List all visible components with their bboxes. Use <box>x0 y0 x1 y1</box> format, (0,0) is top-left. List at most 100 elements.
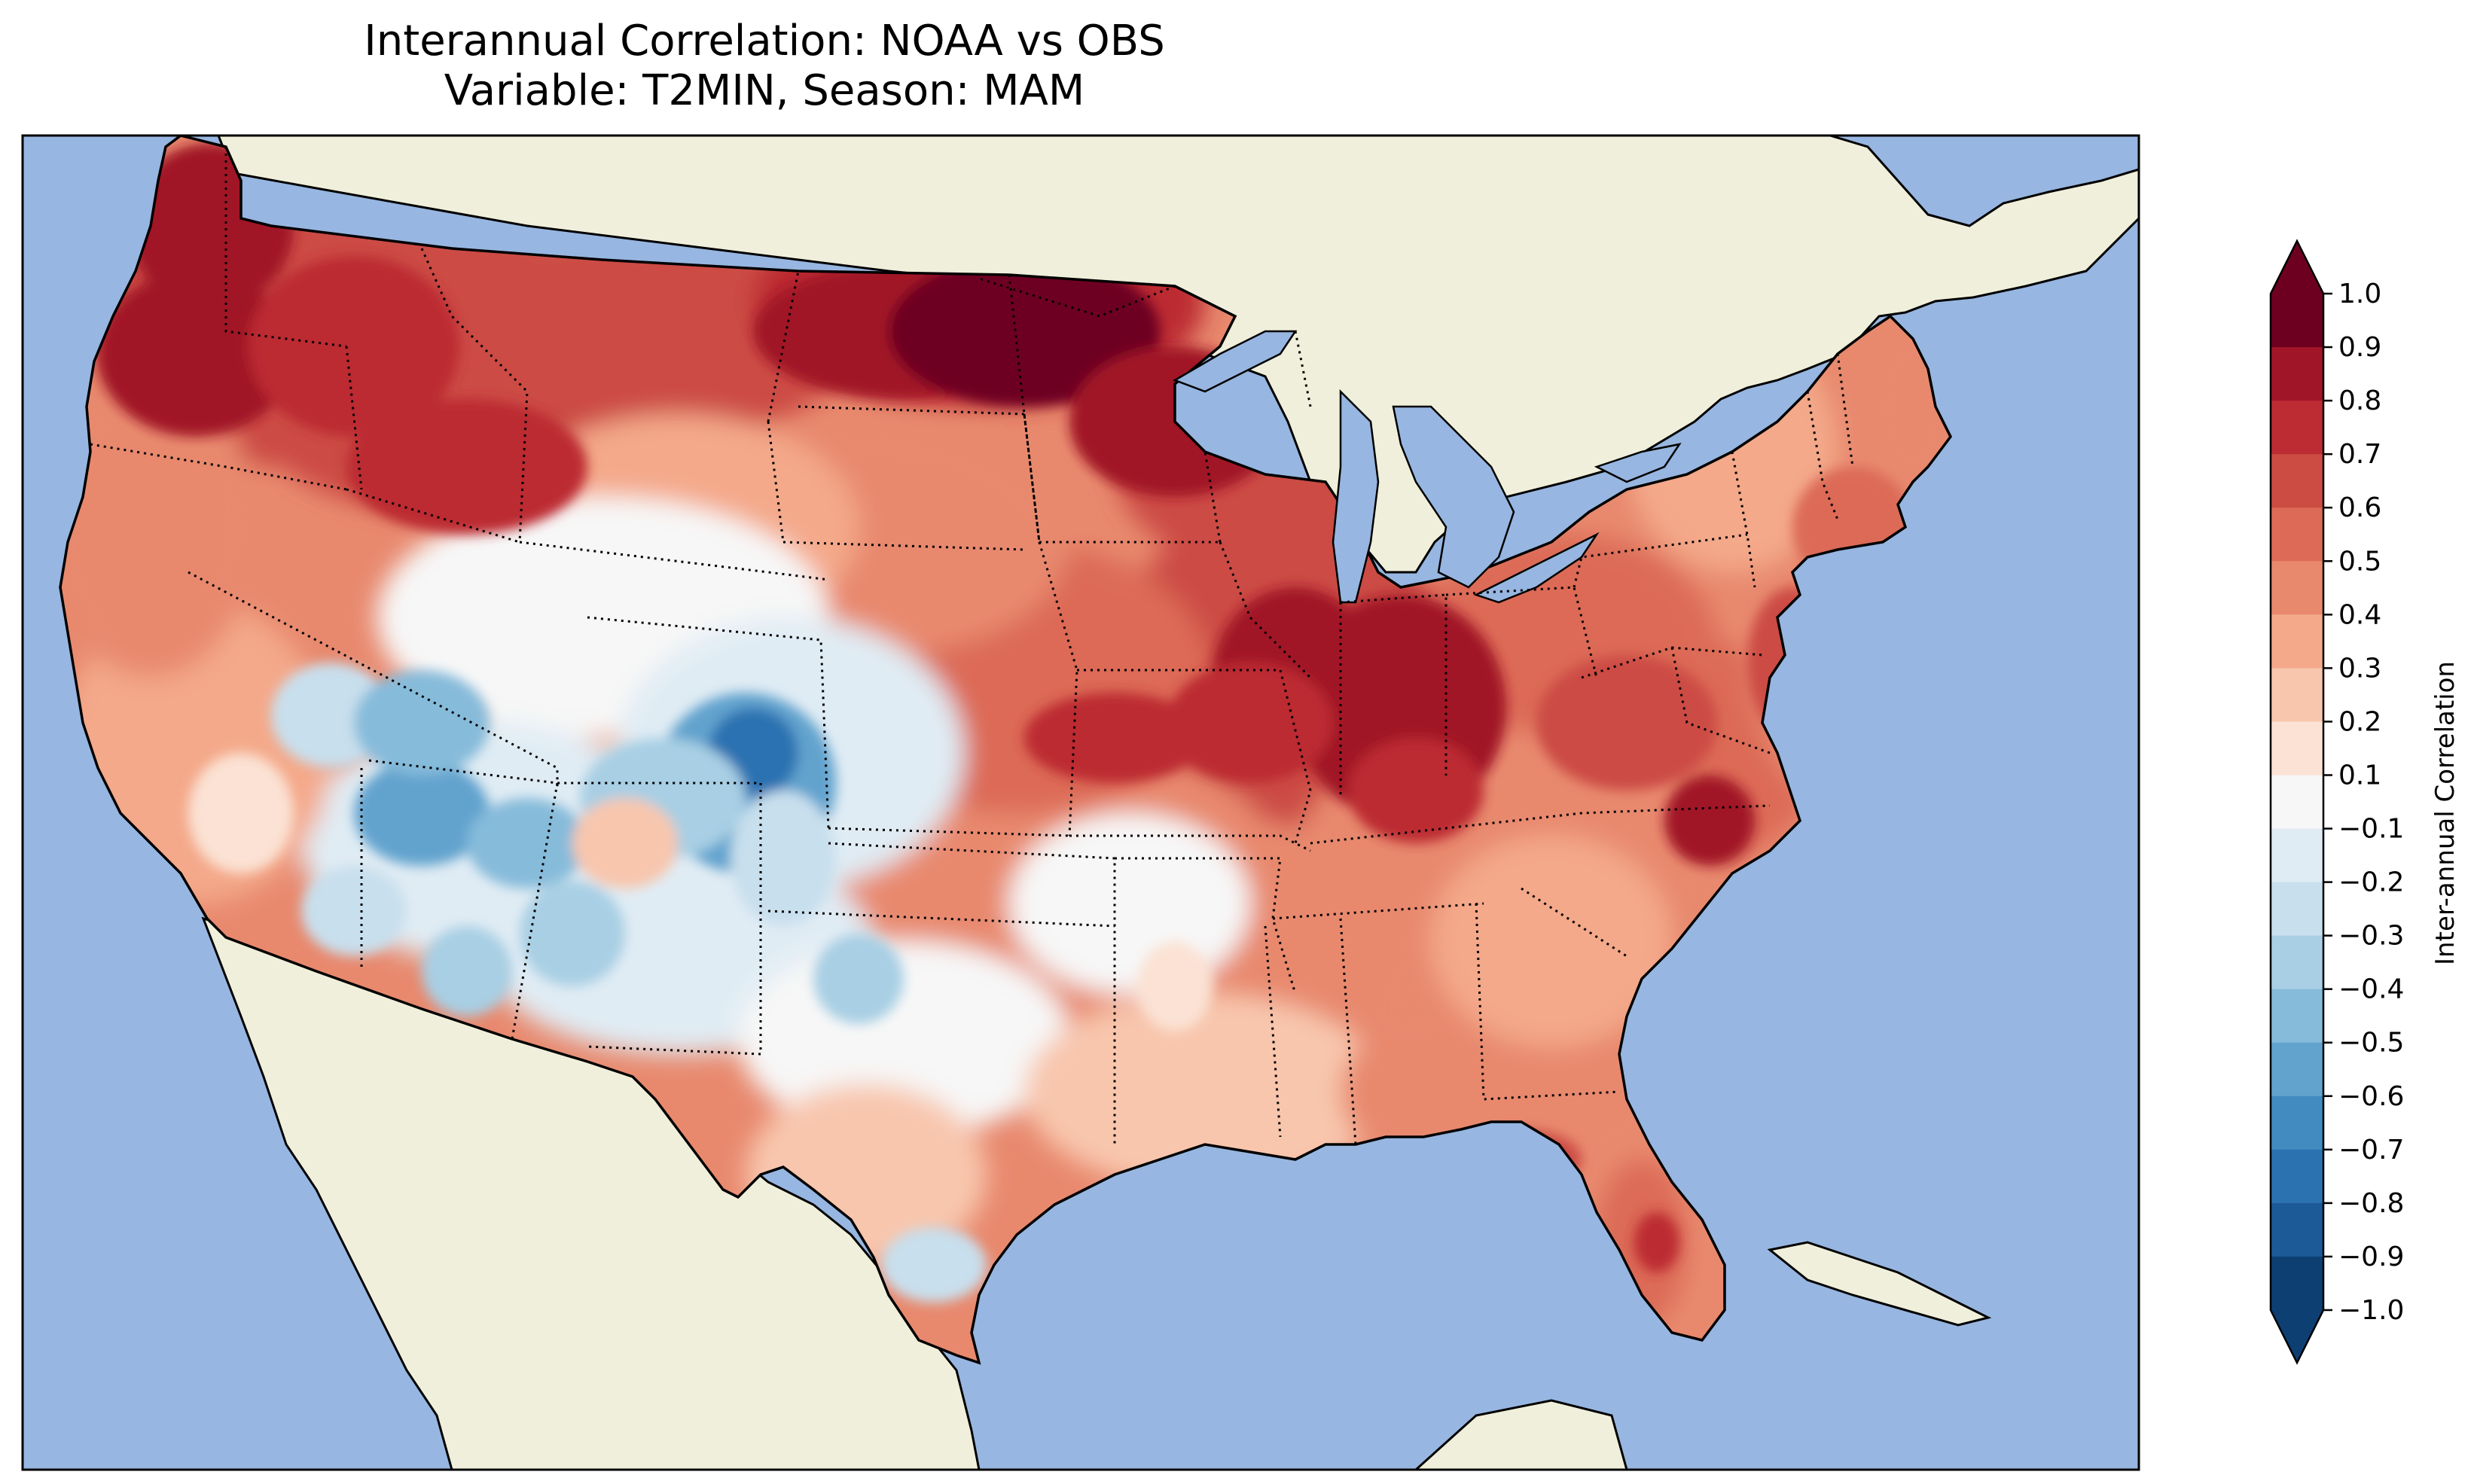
lake <box>1392 405 1515 589</box>
colorbar-cell <box>2271 347 2323 401</box>
colorbar-cell <box>2271 828 2323 883</box>
correlation-patch <box>889 256 1160 407</box>
correlation-patch <box>1536 655 1717 791</box>
state-border <box>1670 647 1771 754</box>
colorbar-cell <box>2271 1202 2323 1257</box>
state-border <box>1115 857 1297 995</box>
map-frame <box>21 134 2140 1471</box>
correlation-patch <box>1137 941 1213 1031</box>
colorbar-cell <box>2271 989 2323 1044</box>
yucatan-land <box>1414 1399 1628 1470</box>
correlation-patch <box>354 760 490 866</box>
correlation-patch <box>1634 1212 1679 1272</box>
state-border <box>1445 586 1598 678</box>
colorbar-upper-extension <box>2271 241 2323 294</box>
state-border <box>587 783 762 1056</box>
state-border <box>1069 834 1311 852</box>
state-border <box>1272 902 1484 920</box>
state-border <box>1521 887 1627 958</box>
correlation-patch <box>354 670 490 776</box>
correlation-patch <box>572 798 678 888</box>
state-border <box>1731 451 1756 588</box>
colorbar-cell <box>2271 721 2323 776</box>
lake <box>1594 443 1682 483</box>
state-borders <box>90 147 1854 1145</box>
correlation-patch <box>422 926 512 1016</box>
correlation-patch <box>301 866 407 956</box>
title-line-2: Variable: T2MIN, Season: MAM <box>444 66 1085 115</box>
state-border <box>1475 903 1620 1101</box>
state-border <box>767 270 800 422</box>
colorbar-cell <box>2271 1042 2323 1097</box>
correlation-patch <box>1024 994 1386 1190</box>
colorbar: 1.0 0.9 0.8 0.7 0.6 0.5 0.4 0.3 0.2 0.1 −0.1 −0.2 −0… <box>2269 239 2460 1365</box>
colorbar-tick-label: −0.3 <box>2338 921 2404 952</box>
colorbar-lower-extension <box>2271 1310 2323 1363</box>
colorbar-cell <box>2271 1256 2323 1311</box>
title-line-1: Interannual Correlation: NOAA vs OBS <box>364 17 1165 66</box>
colorbar-cell <box>2271 935 2323 990</box>
colorbar-cell <box>2271 454 2323 508</box>
cuba-land <box>1767 1241 1992 1327</box>
colorbar-tick-label: 0.4 <box>2338 599 2381 630</box>
correlation-patch <box>1348 738 1484 843</box>
colorbar-cell <box>2271 882 2323 937</box>
lake <box>1473 532 1600 604</box>
colorbar-cell <box>2271 1149 2323 1204</box>
colorbar-cell <box>2271 507 2323 562</box>
great-lakes <box>1173 330 1682 604</box>
colorbar-tick-label: −0.9 <box>2338 1242 2404 1272</box>
colorbar-tick-label: 0.8 <box>2338 385 2381 416</box>
colorbar-tick-label: 0.3 <box>2338 653 2381 684</box>
colorbar-cell <box>2271 401 2323 455</box>
correlation-patch <box>881 1227 987 1303</box>
correlation-patch <box>520 881 625 986</box>
state-border <box>90 443 347 491</box>
correlation-patch <box>249 256 459 437</box>
state-border <box>368 759 761 785</box>
colorbar-tick-label: 0.9 <box>2338 332 2381 363</box>
colorbar-tick-label: 0.2 <box>2338 706 2381 737</box>
state-border <box>1038 541 1078 836</box>
state-border <box>1023 413 1220 544</box>
colorbar-tick-label: 0.5 <box>2338 546 2381 577</box>
colorbar-cell <box>2271 668 2323 723</box>
colorbar-cell <box>2271 775 2323 830</box>
colorbar-tick-label: 0.7 <box>2338 439 2381 470</box>
colorbar-tick-label: −0.8 <box>2338 1188 2404 1219</box>
colorbar-cell <box>2271 1095 2323 1150</box>
colorbar-tick-label: −1.0 <box>2338 1295 2404 1326</box>
colorbar-cell <box>2271 294 2323 348</box>
state-border <box>1573 533 1748 588</box>
correlation-patch <box>1167 663 1333 783</box>
correlation-patch <box>813 934 904 1024</box>
us-coastline <box>59 136 1953 1365</box>
colorbar-tick-label: −0.2 <box>2338 867 2404 898</box>
colorbar-tick-label: −0.7 <box>2338 1135 2404 1166</box>
correlation-patch <box>60 376 256 678</box>
state-border <box>1279 669 1312 844</box>
colorbar-tick-label: −0.5 <box>2338 1028 2404 1059</box>
state-border <box>1836 353 1854 468</box>
figure-title: Interannual Correlation: NOAA vs OBS Var… <box>0 17 1529 116</box>
colorbar-tick-label: 0.6 <box>2338 492 2381 523</box>
state-border <box>1310 804 1771 845</box>
state-border <box>346 488 520 544</box>
colorbar-label: Inter-annual Correlation <box>2430 661 2460 965</box>
state-border <box>1264 925 1282 1138</box>
state-border <box>224 147 347 348</box>
correlation-patch <box>1431 836 1672 1047</box>
state-border <box>587 616 830 829</box>
colorbar-cell <box>2271 561 2323 615</box>
correlation-patch <box>188 753 294 873</box>
state-border <box>511 782 559 1040</box>
colorbar-tick-label: 1.0 <box>2338 279 2381 309</box>
colorbar-tick-label: −0.6 <box>2338 1081 2404 1112</box>
colorbar-tick-label: −0.1 <box>2338 814 2404 845</box>
lake <box>1173 330 1298 393</box>
correlation-patch <box>98 271 294 437</box>
correlation-patch <box>467 798 587 888</box>
state-border <box>519 541 829 581</box>
correlation-patch <box>1009 813 1250 994</box>
